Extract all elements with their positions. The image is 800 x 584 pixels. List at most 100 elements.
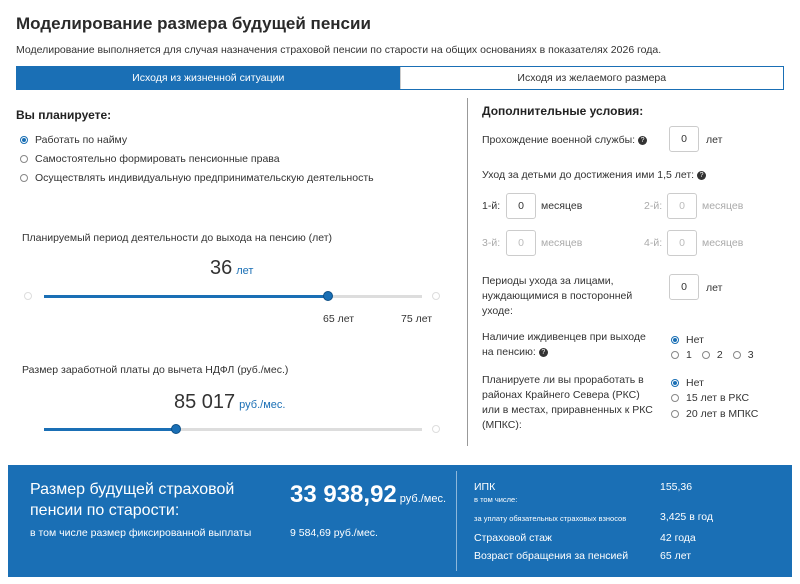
salary-slider-handle[interactable]: [171, 424, 181, 434]
plan-option-label: Осуществлять индивидуальную предпринимат…: [35, 172, 374, 184]
tab-life-situation[interactable]: Исходя из жизненной ситуации: [17, 67, 400, 89]
dependents-option-label: 1: [686, 349, 692, 361]
tenure-value: 42 года: [660, 532, 696, 544]
radio-checked-icon: [20, 136, 28, 144]
result-title: Размер будущей страховой пенсии по старо…: [30, 479, 250, 521]
age-label: Возраст обращения за пенсией: [474, 550, 629, 562]
dependents-label: Наличие иждивенцев при выходе на пенсию:…: [482, 330, 646, 360]
child-4-input[interactable]: 0: [667, 230, 697, 256]
plan-option-label: Работать по найму: [35, 134, 128, 146]
salary-slider-fill: [44, 428, 176, 431]
north-label-line: районах Крайнего Севера (РКС): [482, 389, 640, 401]
child-2-input[interactable]: 0: [667, 193, 697, 219]
north-option-rks[interactable]: 15 лет в РКС: [671, 392, 749, 404]
tenure-label: Страховой стаж: [474, 532, 552, 544]
ipk-label: ИПК: [474, 481, 496, 493]
salary-slider-track[interactable]: [44, 428, 422, 431]
north-label-line: Планируете ли вы проработать в: [482, 374, 644, 386]
north-label-line: или в местах, приравненных к РКС: [482, 404, 653, 416]
plan-option-label: Самостоятельно формировать пенсионные пр…: [35, 153, 280, 165]
contrib-value: 3,425 в год: [660, 511, 714, 523]
child-4-unit: месяцев: [702, 237, 744, 249]
result-divider: [456, 471, 457, 571]
tab-desired-amount[interactable]: Исходя из желаемого размера: [399, 67, 783, 89]
result-amount-display: 33 938,92 руб./мес.: [290, 481, 446, 509]
military-unit: лет: [706, 134, 723, 146]
child-3-label: 3-й:: [482, 237, 501, 249]
dependents-label-text: на пенсию:: [482, 346, 536, 358]
child-3-unit: месяцев: [541, 237, 583, 249]
dependents-label-line: Наличие иждивенцев при выходе: [482, 331, 646, 343]
period-tick-65: 65 лет: [323, 313, 355, 325]
result-amount-unit: руб./мес.: [399, 493, 447, 505]
period-slider-fill: [44, 295, 328, 298]
dependents-option-3[interactable]: 3: [732, 349, 754, 361]
page-title: Моделирование размера будущей пенсии: [16, 14, 371, 33]
result-panel: Размер будущей страховой пенсии по старо…: [8, 465, 792, 577]
radio-icon: [20, 155, 28, 163]
north-option-label: 20 лет в МПКС: [686, 408, 759, 420]
radio-icon: [20, 174, 28, 182]
north-option-mpks[interactable]: 20 лет в МПКС: [671, 408, 758, 420]
fixed-payment-label: в том числе размер фиксированной выплаты: [30, 527, 252, 539]
dependents-option-label: 3: [747, 349, 754, 361]
column-divider: [467, 98, 468, 446]
salary-unit: руб./мес.: [239, 399, 286, 411]
care-label-line: Периоды ухода за лицами,: [482, 275, 614, 287]
military-label-text: Прохождение военной службы:: [482, 134, 636, 146]
care-unit: лет: [706, 282, 723, 294]
period-tick-75: 75 лет: [401, 313, 433, 325]
mode-tabs: Исходя из жизненной ситуации Исходя из ж…: [16, 66, 784, 90]
north-label-line: (МПКС):: [482, 419, 522, 431]
plan-option-employment[interactable]: Работать по найму: [20, 134, 127, 146]
child-1-input[interactable]: 0: [506, 193, 536, 219]
child-1-label: 1-й:: [482, 200, 501, 212]
child-2-label: 2-й:: [644, 200, 663, 212]
result-amount: 33 938,92: [290, 481, 397, 508]
north-option-label: Нет: [686, 377, 704, 389]
salary-value: 85 017: [174, 391, 236, 413]
radio-checked-icon: [671, 336, 679, 344]
radio-icon: [732, 351, 741, 359]
north-option-label: 15 лет в РКС: [686, 392, 750, 404]
child-4-label: 4-й:: [644, 237, 663, 249]
child-3-input[interactable]: 0: [506, 230, 536, 256]
help-icon[interactable]: ?: [538, 347, 548, 357]
slider-max-dot: [432, 292, 440, 300]
dependents-option-label: Нет: [686, 334, 704, 346]
care-label-line: нуждающимися в посторонней: [482, 290, 633, 302]
dependents-option-label: 2: [716, 349, 723, 361]
help-icon[interactable]: ?: [638, 135, 648, 145]
salary-value-display: 85 017 руб./мес.: [174, 391, 285, 414]
radio-checked-icon: [671, 379, 679, 387]
incl-label: в том числе:: [474, 495, 518, 504]
childcare-label: Уход за детьми до достижения ими 1,5 лет…: [482, 168, 707, 183]
slider-max-dot: [432, 425, 440, 433]
north-option-none[interactable]: Нет: [671, 377, 704, 389]
plan-option-entrepreneur[interactable]: Осуществлять индивидуальную предпринимат…: [20, 172, 374, 184]
radio-icon: [671, 394, 679, 402]
childcare-label-text: Уход за детьми до достижения ими 1,5 лет…: [482, 169, 695, 181]
salary-label: Размер заработной платы до вычета НДФЛ (…: [22, 364, 289, 376]
care-label: Периоды ухода за лицами, нуждающимися в …: [482, 274, 632, 319]
radio-icon: [671, 351, 679, 359]
period-unit: лет: [236, 265, 254, 277]
period-slider-handle[interactable]: [323, 291, 333, 301]
help-icon[interactable]: ?: [697, 170, 707, 180]
radio-icon: [701, 351, 710, 359]
military-input[interactable]: 0: [669, 126, 699, 152]
period-label: Планируемый период деятельности до выход…: [22, 232, 333, 244]
plan-option-self-formed[interactable]: Самостоятельно формировать пенсионные пр…: [20, 153, 280, 165]
contrib-label: за уплату обязательных страховых взносов: [474, 514, 627, 523]
dependents-option-1[interactable]: 1: [671, 349, 692, 361]
north-label: Планируете ли вы проработать в районах К…: [482, 373, 653, 433]
page-subtitle: Моделирование выполняется для случая наз…: [16, 44, 662, 56]
care-input[interactable]: 0: [669, 274, 699, 300]
period-value-display: 36 лет: [210, 257, 253, 280]
dependents-option-2[interactable]: 2: [701, 349, 723, 361]
result-title-line: Размер будущей страховой: [30, 481, 235, 498]
dependents-options-row: 1 2 3: [671, 349, 764, 361]
age-value: 65 лет: [660, 550, 692, 562]
dependents-option-none[interactable]: Нет: [671, 334, 704, 346]
military-label: Прохождение военной службы:?: [482, 133, 648, 148]
